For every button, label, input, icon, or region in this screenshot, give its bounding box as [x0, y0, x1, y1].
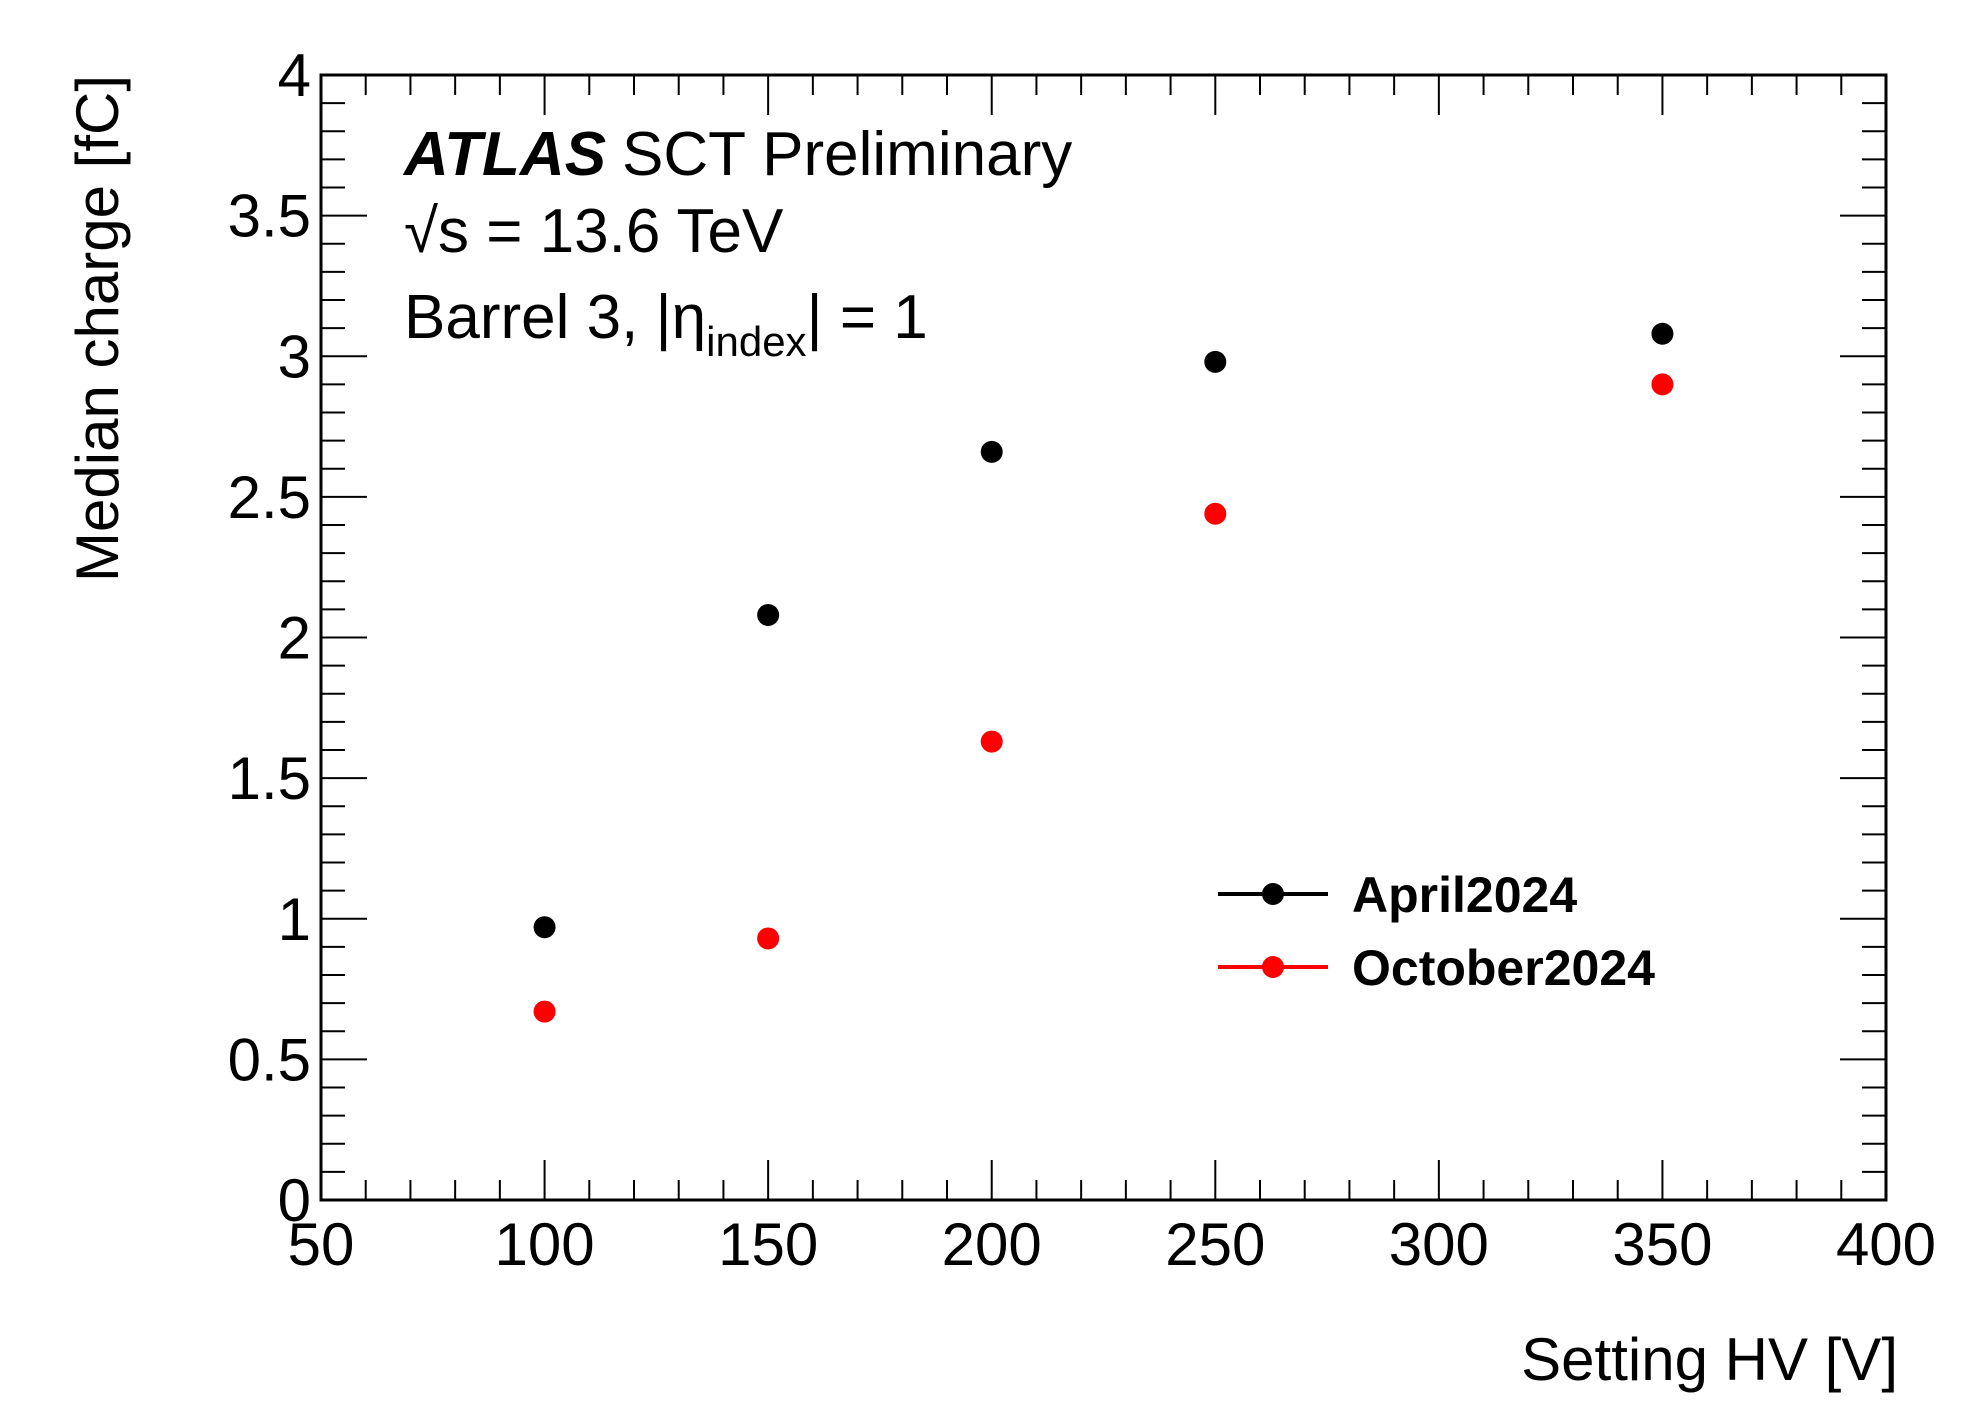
- region-subscript: index: [706, 318, 806, 365]
- y-tick-label: 2.5: [228, 464, 311, 531]
- y-tick-label: 1.5: [228, 745, 311, 812]
- x-tick-label: 300: [1389, 1211, 1489, 1278]
- y-tick-label: 3: [278, 323, 311, 390]
- y-tick-label: 4: [278, 42, 311, 109]
- x-tick-label: 250: [1165, 1211, 1265, 1278]
- atlas-label: ATLAS SCT Preliminary: [402, 120, 1072, 189]
- plot-frame: [319, 73, 1888, 1202]
- x-tick-label: 150: [718, 1211, 818, 1278]
- experiment-name: ATLAS: [402, 120, 606, 189]
- region-label: Barrel 3, |ηindex| = 1: [404, 283, 928, 365]
- y-tick-label: 1: [278, 886, 311, 953]
- data-point: [757, 927, 780, 950]
- data-point: [1651, 322, 1674, 345]
- legend-label: October2024: [1352, 940, 1655, 996]
- data-point: [1204, 350, 1227, 373]
- x-tick-label: 200: [942, 1211, 1042, 1278]
- y-axis-title: Median charge [fC]: [64, 75, 131, 582]
- data-point: [980, 440, 1003, 463]
- x-tick-label: 400: [1836, 1211, 1936, 1278]
- x-tick-label: 350: [1612, 1211, 1712, 1278]
- y-tick-label: 0: [278, 1167, 311, 1234]
- y-tick-label: 0.5: [228, 1026, 311, 1093]
- tick-labels: 50 100 150 200 250 300 350 400 0 0.5 1 1.5 2 2.5 3 3.5 4: [228, 42, 1936, 1278]
- axis-ticks: [320, 74, 1887, 1201]
- region-prefix: Barrel 3, |η: [404, 283, 706, 352]
- region-suffix: | = 1: [807, 283, 928, 352]
- y-tick-label: 3.5: [228, 183, 311, 250]
- y-tick-label: 2: [278, 605, 311, 672]
- data-point: [1651, 373, 1674, 396]
- energy-label: √s = 13.6 TeV: [404, 197, 784, 266]
- x-tick-label: 100: [495, 1211, 595, 1278]
- data-point: [1204, 502, 1227, 525]
- legend: April2024 October2024: [1218, 867, 1655, 996]
- x-tick-label: 50: [288, 1211, 355, 1278]
- legend-marker: [1262, 883, 1284, 905]
- data-points: [533, 322, 1674, 1023]
- legend-label: April2024: [1352, 867, 1577, 923]
- data-point: [980, 730, 1003, 753]
- x-axis-title: Setting HV [V]: [1521, 1326, 1898, 1393]
- data-point: [757, 604, 780, 626]
- data-point: [533, 1000, 556, 1023]
- legend-marker: [1262, 956, 1284, 978]
- preliminary-label: SCT Preliminary: [622, 120, 1072, 189]
- data-point: [533, 916, 556, 939]
